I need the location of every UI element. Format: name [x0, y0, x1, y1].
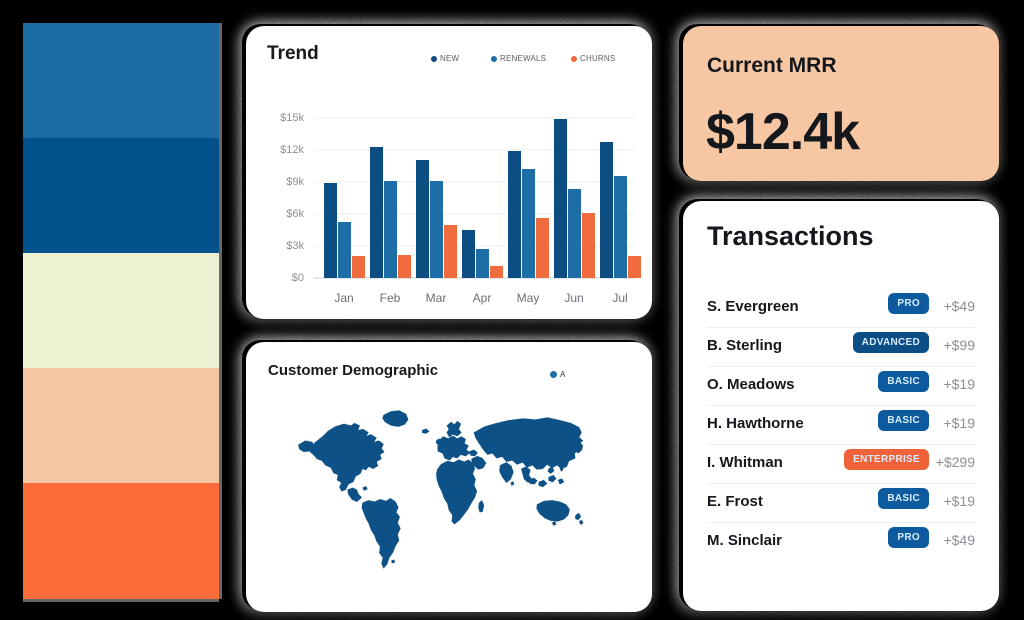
- svg-text:$15k: $15k: [280, 112, 304, 124]
- svg-text:$12k: $12k: [280, 144, 304, 156]
- svg-text:Feb: Feb: [380, 291, 401, 305]
- svg-text:$9k: $9k: [286, 176, 304, 188]
- svg-text:Jul: Jul: [612, 291, 627, 305]
- svg-text:$3k: $3k: [286, 240, 304, 252]
- svg-text:Jun: Jun: [564, 291, 583, 305]
- svg-text:$0: $0: [292, 272, 304, 284]
- svg-text:Apr: Apr: [473, 291, 492, 305]
- svg-text:May: May: [517, 291, 540, 305]
- svg-text:$6k: $6k: [286, 208, 304, 220]
- svg-text:Mar: Mar: [426, 291, 447, 305]
- svg-text:Jan: Jan: [334, 291, 353, 305]
